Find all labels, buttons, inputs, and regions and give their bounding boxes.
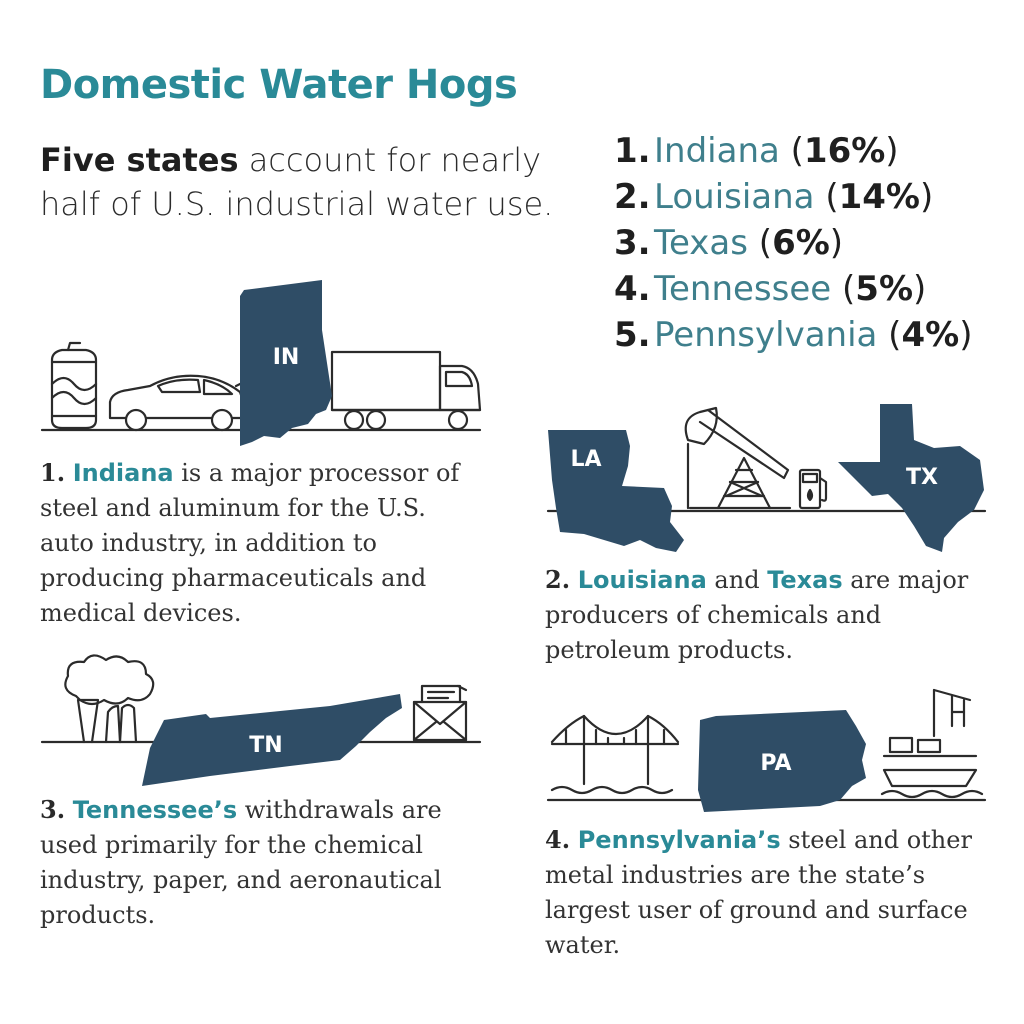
louisiana-shape bbox=[548, 430, 684, 552]
rank-percent-wrap: (4%) bbox=[877, 315, 972, 355]
rank-close: ) bbox=[885, 131, 899, 171]
desc-number: 1. bbox=[40, 458, 66, 487]
tennessee-shape bbox=[142, 694, 402, 786]
rank-state: Pennsylvania bbox=[654, 315, 878, 355]
pennsylvania-shape bbox=[698, 710, 866, 812]
tennessee-description: 3. Tennessee’s withdrawals are used prim… bbox=[40, 792, 490, 933]
rank-close: ) bbox=[913, 269, 927, 309]
state-label-pa: PA bbox=[760, 751, 791, 776]
pennsylvania-description: 4. Pennsylvania’s steel and other metal … bbox=[545, 822, 995, 963]
rank-percent: 14% bbox=[838, 177, 920, 217]
desc-text: are major producers of chemicals and pet… bbox=[545, 566, 969, 664]
car-icon bbox=[108, 374, 250, 432]
rank-item: 4. Tennessee (5%) bbox=[614, 266, 972, 312]
indiana-description: 1. Indiana is a major processor of steel… bbox=[40, 455, 480, 631]
rank-close: ) bbox=[829, 223, 844, 263]
rank-open: ( bbox=[747, 223, 773, 263]
desc-mid: and bbox=[706, 566, 768, 594]
louisiana-texas-description: 2. Louisiana and Texas are major produce… bbox=[545, 562, 995, 668]
suspension-bridge-icon bbox=[550, 714, 680, 795]
state-ranking-list: 1. Indiana (16%) 2. Louisiana (14%) 3. Texa… bbox=[614, 128, 972, 358]
desc-number: 4. bbox=[545, 825, 571, 854]
rank-open: ( bbox=[779, 131, 804, 171]
rank-open: ( bbox=[831, 269, 856, 309]
desc-state: Indiana bbox=[72, 459, 174, 487]
rank-state: Tennessee bbox=[654, 269, 832, 309]
cargo-ship-crane-icon bbox=[880, 688, 984, 799]
rank-number: 3. bbox=[614, 223, 651, 263]
rank-item: 5. Pennsylvania (4%) bbox=[614, 312, 972, 358]
rank-item: 3. Texas (6%) bbox=[614, 220, 972, 266]
rank-number: 4. bbox=[614, 269, 651, 309]
indiana-shape bbox=[240, 280, 332, 446]
subtitle-bold: Five states bbox=[40, 141, 239, 179]
page-title: Domestic Water Hogs bbox=[40, 62, 518, 108]
desc-state-louisiana: Louisiana bbox=[577, 566, 707, 594]
rank-percent: 4% bbox=[901, 315, 960, 355]
rank-item: 1. Indiana (16%) bbox=[614, 128, 972, 174]
rank-percent-wrap: (5%) bbox=[831, 269, 926, 309]
oil-pump-jack-icon bbox=[684, 406, 792, 510]
rank-number: 2. bbox=[614, 177, 651, 217]
rank-percent-wrap: (14%) bbox=[814, 177, 934, 217]
rank-open: ( bbox=[877, 315, 902, 355]
rank-item: 2. Louisiana (14%) bbox=[614, 174, 972, 220]
texas-shape bbox=[838, 404, 984, 552]
rank-state: Texas bbox=[654, 223, 748, 263]
rank-state: Louisiana bbox=[654, 177, 815, 217]
state-label-tn: TN bbox=[249, 733, 282, 758]
rank-percent: 6% bbox=[772, 223, 830, 263]
desc-state: Tennessee’s bbox=[72, 796, 238, 824]
state-label-tx: TX bbox=[906, 465, 938, 490]
desc-text: withdrawals are used primarily for the c… bbox=[40, 796, 442, 929]
desc-text: steel and other metal industries are the… bbox=[545, 826, 972, 959]
rank-close: ) bbox=[920, 177, 934, 217]
truck-icon bbox=[330, 350, 482, 431]
desc-number: 3. bbox=[40, 795, 66, 824]
desc-number: 2. bbox=[545, 565, 571, 594]
rank-close: ) bbox=[959, 315, 973, 355]
soda-can-icon bbox=[50, 341, 98, 430]
rank-percent: 5% bbox=[855, 269, 914, 309]
desc-state: Pennsylvania’s bbox=[577, 826, 781, 854]
state-label-in: IN bbox=[273, 345, 300, 370]
subtitle: Five states account for nearly half of U… bbox=[40, 138, 600, 226]
rank-percent-wrap: (16%) bbox=[780, 131, 899, 171]
desc-state-texas: Texas bbox=[767, 566, 843, 594]
rank-state: Indiana bbox=[654, 131, 780, 171]
rank-open: ( bbox=[814, 177, 839, 217]
rank-number: 1. bbox=[614, 131, 651, 171]
gas-pump-icon bbox=[798, 468, 828, 510]
desc-text: is a major processor of steel and alumin… bbox=[40, 459, 460, 627]
subtitle-rest: account for nearly half of U.S. industri… bbox=[40, 141, 554, 223]
rank-number: 5. bbox=[614, 315, 651, 355]
rank-percent-wrap: (6%) bbox=[748, 223, 843, 263]
factory-smoke-icon bbox=[64, 654, 155, 744]
state-label-la: LA bbox=[570, 447, 601, 472]
rank-percent: 16% bbox=[803, 131, 886, 171]
envelope-letter-icon bbox=[412, 684, 468, 742]
